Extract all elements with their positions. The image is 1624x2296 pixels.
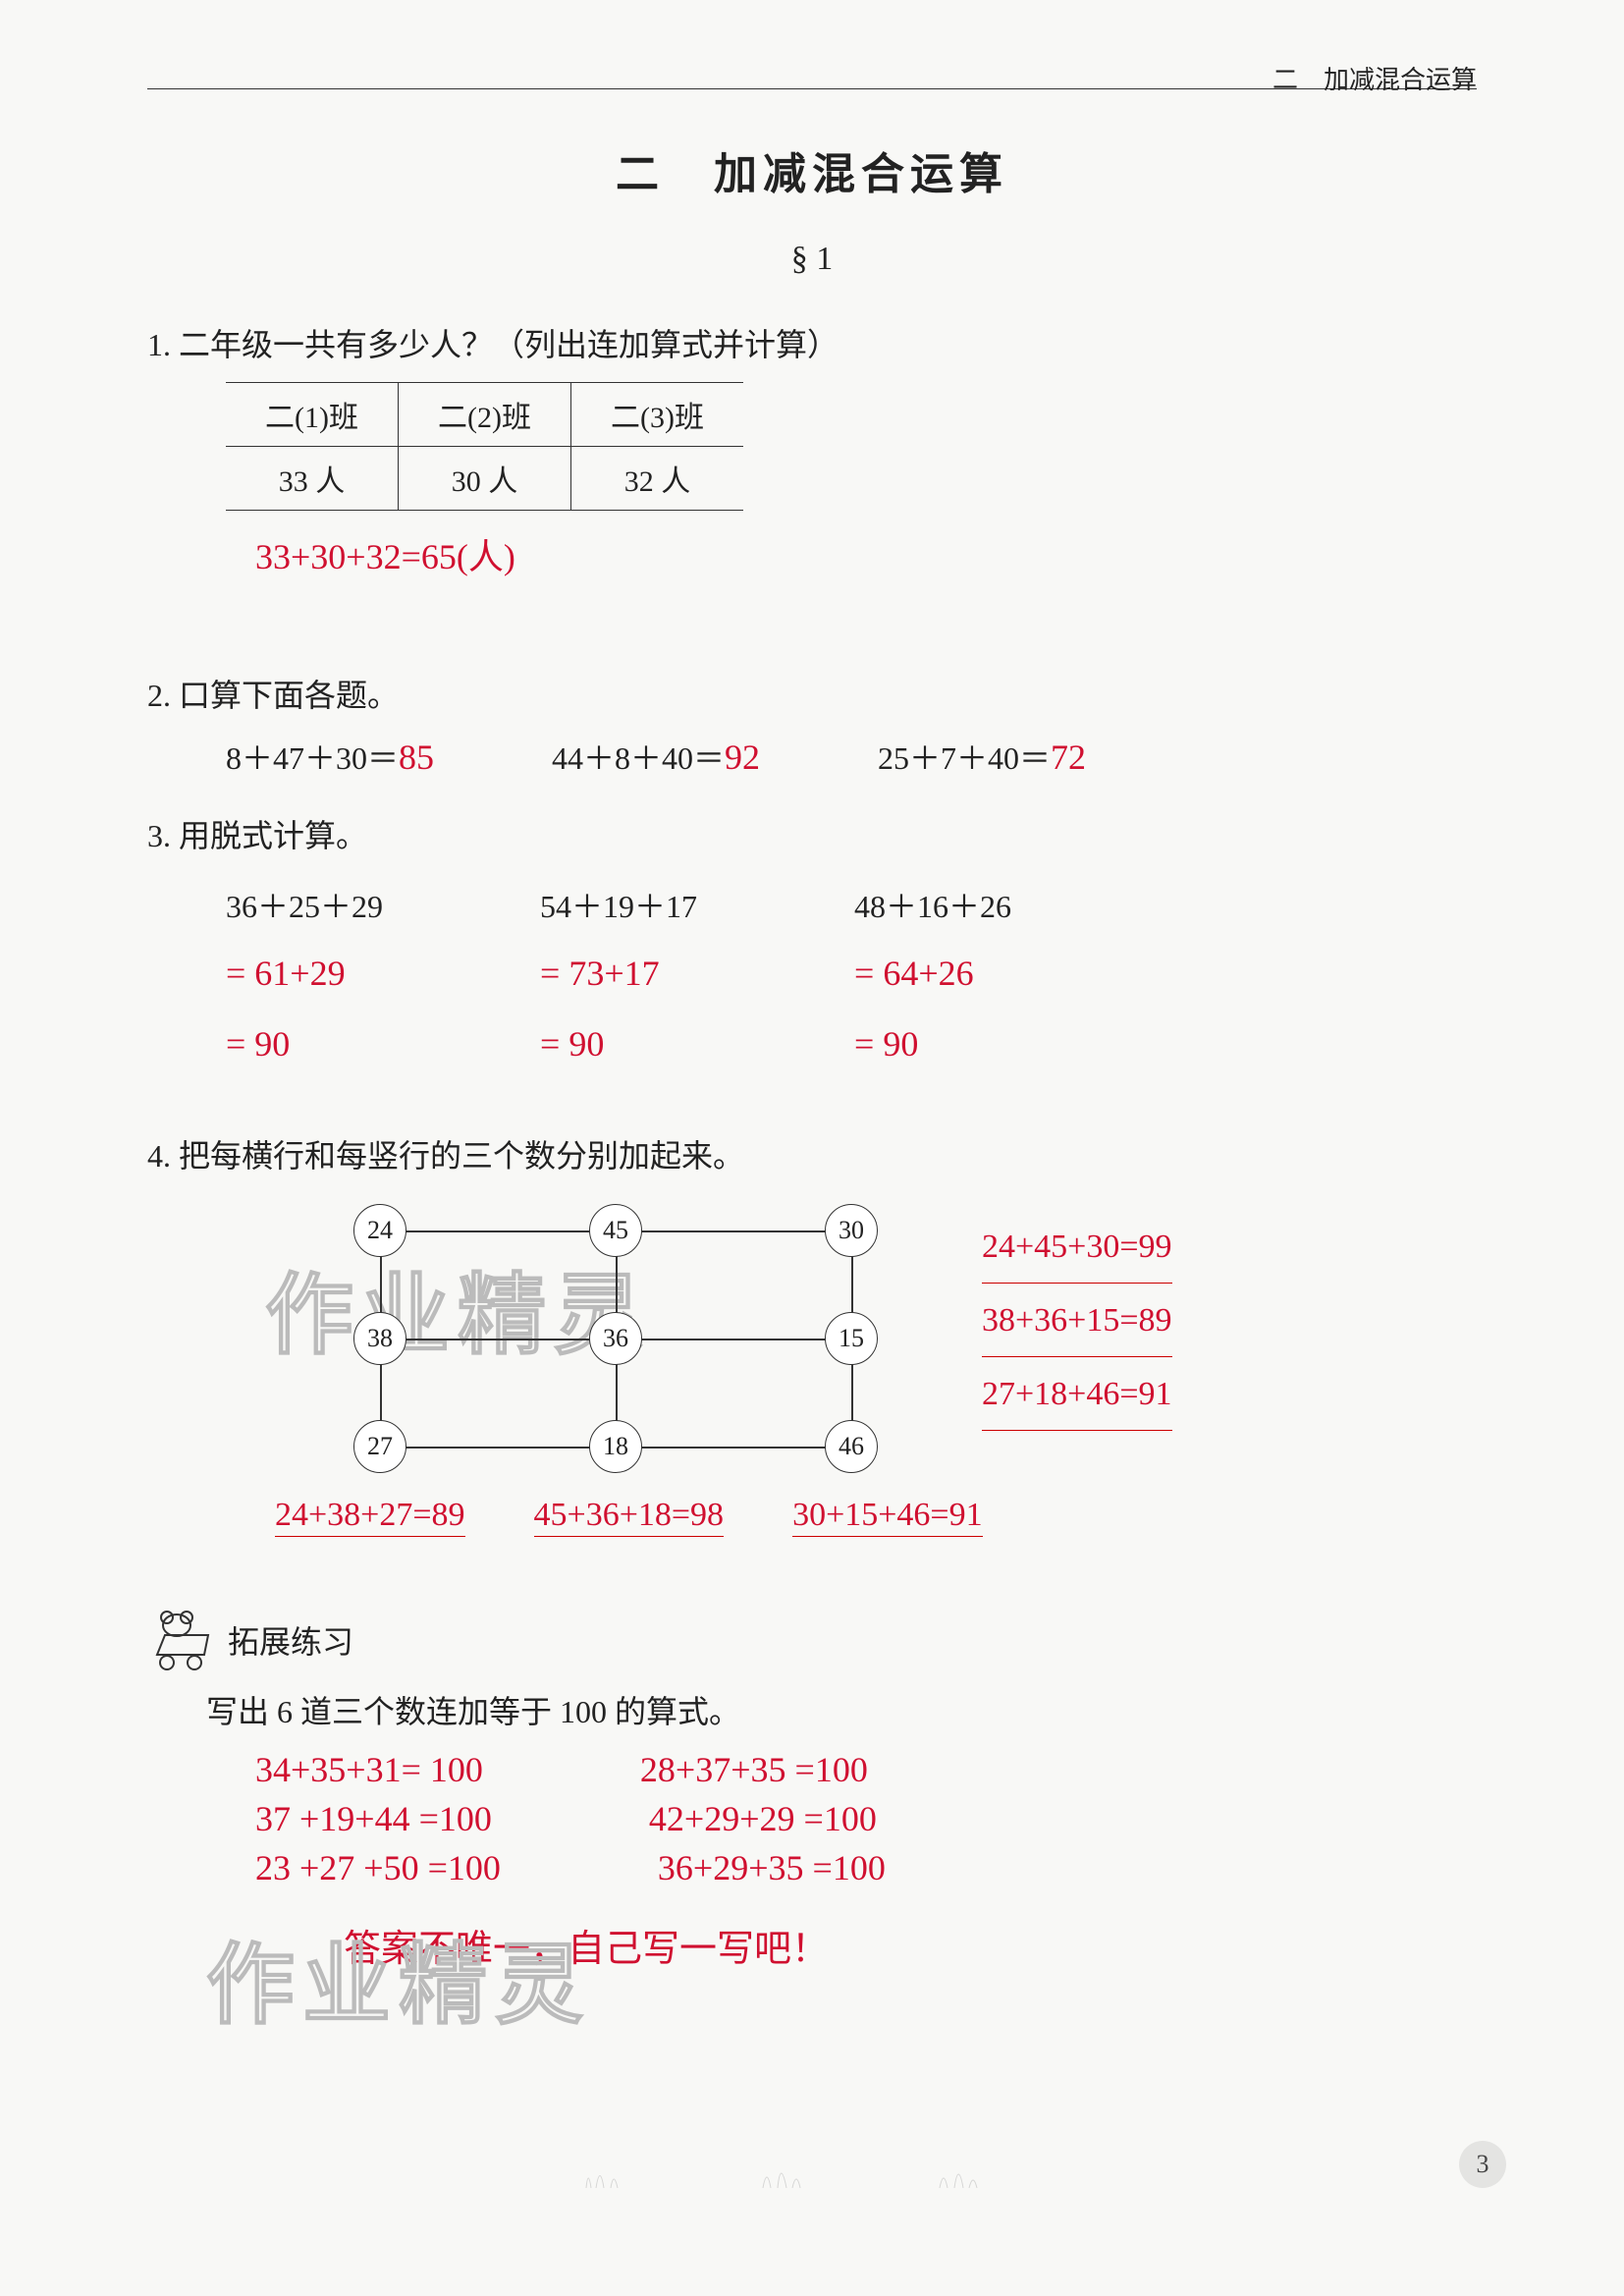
q3-expr: 48＋16＋26	[854, 875, 1011, 938]
q3-col: 48＋16＋26 = 64+26 = 90	[854, 875, 1011, 1079]
q2-row: 8＋47＋30＝85 44＋8＋40＝92 25＋7＋40＝72	[226, 734, 1477, 779]
q2-expr: 44＋8＋40＝	[552, 740, 725, 776]
ext-answer-row: 37 +19+44 =100 42+29+29 =100	[255, 1798, 1477, 1839]
ext-answer-row: 34+35+31= 100 28+37+35 =100	[255, 1749, 1477, 1790]
q4-col-ans: 45+36+18=98	[534, 1497, 725, 1537]
q3-col: 36＋25＋29 = 61+29 = 90	[226, 875, 383, 1079]
q3-text: 用脱式计算。	[179, 818, 367, 853]
q3-step: = 61+29	[226, 938, 383, 1009]
grid-node: 38	[353, 1312, 406, 1365]
ext-ans: 23 +27 +50 =100	[255, 1847, 501, 1888]
q2-ans: 85	[399, 738, 434, 777]
grid-node: 18	[589, 1420, 642, 1473]
section-number: § 1	[147, 241, 1477, 278]
q4-row-ans: 24+45+30=99	[982, 1214, 1172, 1284]
q3-step: = 64+26	[854, 938, 1011, 1009]
table-cell: 32 人	[570, 446, 742, 510]
grid-node: 45	[589, 1204, 642, 1257]
q4-grid: 24 45 30 38 36 15 27 18 46	[314, 1204, 923, 1479]
q2-number: 2.	[147, 678, 171, 713]
q2-ans: 72	[1051, 738, 1086, 777]
q1-table: 二(1)班 二(2)班 二(3)班 33 人 30 人 32 人	[226, 382, 743, 511]
table-cell: 30 人	[398, 446, 570, 510]
grid-node: 24	[353, 1204, 406, 1257]
q4-row-ans: 38+36+15=89	[982, 1287, 1172, 1357]
q1-answer: 33+30+32=65(人)	[255, 528, 1477, 579]
q3-expr: 54＋19＋17	[540, 875, 697, 938]
q3-expr: 36＋25＋29	[226, 875, 383, 938]
q4-col-answers: 24+38+27=89 45+36+18=98 30+15+46=91	[275, 1497, 1477, 1537]
q4-row-ans: 27+18+46=91	[982, 1361, 1172, 1431]
q3-step: = 90	[854, 1009, 1011, 1079]
q1-text: 二年级一共有多少人？（列出连加算式并计算）	[179, 327, 839, 362]
q2-item: 44＋8＋40＝92	[552, 734, 760, 779]
question-4: 4. 把每横行和每竖行的三个数分别加起来。	[147, 1128, 1477, 1185]
ext-ans: 36+29+35 =100	[658, 1847, 886, 1888]
q4-number: 4.	[147, 1138, 171, 1174]
question-1: 1. 二年级一共有多少人？（列出连加算式并计算）	[147, 317, 1477, 374]
grid-node: 30	[825, 1204, 878, 1257]
header-rule: 二 加减混合运算	[147, 88, 1477, 89]
q3-step: = 73+17	[540, 938, 697, 1009]
question-3: 3. 用脱式计算。	[147, 808, 1477, 865]
table-header: 二(2)班	[398, 382, 570, 446]
q3-col: 54＋19＋17 = 73+17 = 90	[540, 875, 697, 1079]
question-2: 2. 口算下面各题。	[147, 668, 1477, 725]
q3-step: = 90	[540, 1009, 697, 1079]
q1-number: 1.	[147, 327, 171, 362]
grid-node: 15	[825, 1312, 878, 1365]
q4-row-answers: 24+45+30=99 38+36+15=89 27+18+46=91	[982, 1214, 1172, 1435]
q2-item: 8＋47＋30＝85	[226, 734, 434, 779]
q4-figure-wrap: 作业精灵 24 45 30 38 36 15 27 18 46 24+45+30…	[147, 1204, 1477, 1479]
ext-ans: 28+37+35 =100	[640, 1749, 868, 1790]
extension-header: 拓展练习	[147, 1606, 1477, 1674]
ext-ans: 37 +19+44 =100	[255, 1798, 492, 1839]
header-right-label: 二 加减混合运算	[1272, 60, 1477, 96]
q4-col-ans: 24+38+27=89	[275, 1497, 465, 1537]
q4-text: 把每横行和每竖行的三个数分别加起来。	[179, 1138, 744, 1174]
q2-expr: 25＋7＋40＝	[878, 740, 1051, 776]
ext-ans: 42+29+29 =100	[649, 1798, 877, 1839]
table-row: 二(1)班 二(2)班 二(3)班	[226, 382, 743, 446]
q3-step: = 90	[226, 1009, 383, 1079]
grid-node: 46	[825, 1420, 878, 1473]
extension-title: 拓展练习	[228, 1617, 353, 1663]
q4-col-ans: 30+15+46=91	[792, 1497, 983, 1537]
extension-prompt: 写出 6 道三个数连加等于 100 的算式。	[147, 1684, 1477, 1741]
table-cell: 33 人	[226, 446, 398, 510]
chapter-title: 二 加减混合运算	[147, 138, 1477, 201]
page-root: 二 加减混合运算 二 加减混合运算 § 1 1. 二年级一共有多少人？（列出连加…	[0, 0, 1624, 2031]
extension-note: 答案不唯一，自己写一写吧！	[344, 1918, 1477, 1972]
q2-expr: 8＋47＋30＝	[226, 740, 399, 776]
grid-node: 36	[589, 1312, 642, 1365]
q2-ans: 92	[725, 738, 760, 777]
q2-text: 口算下面各题。	[179, 678, 399, 713]
q3-number: 3.	[147, 818, 171, 853]
q2-item: 25＋7＋40＝72	[878, 734, 1086, 779]
ext-answer-row: 23 +27 +50 =100 36+29+35 =100	[255, 1847, 1477, 1888]
grass-decoration-icon	[567, 2149, 1057, 2188]
table-header: 二(1)班	[226, 382, 398, 446]
q3-columns: 36＋25＋29 = 61+29 = 90 54＋19＋17 = 73+17 =…	[226, 875, 1477, 1079]
mouse-cart-icon	[147, 1606, 216, 1674]
table-header: 二(3)班	[570, 382, 742, 446]
grid-node: 27	[353, 1420, 406, 1473]
ext-ans: 34+35+31= 100	[255, 1749, 483, 1790]
table-row: 33 人 30 人 32 人	[226, 446, 743, 510]
page-number: 3	[1459, 2141, 1506, 2188]
